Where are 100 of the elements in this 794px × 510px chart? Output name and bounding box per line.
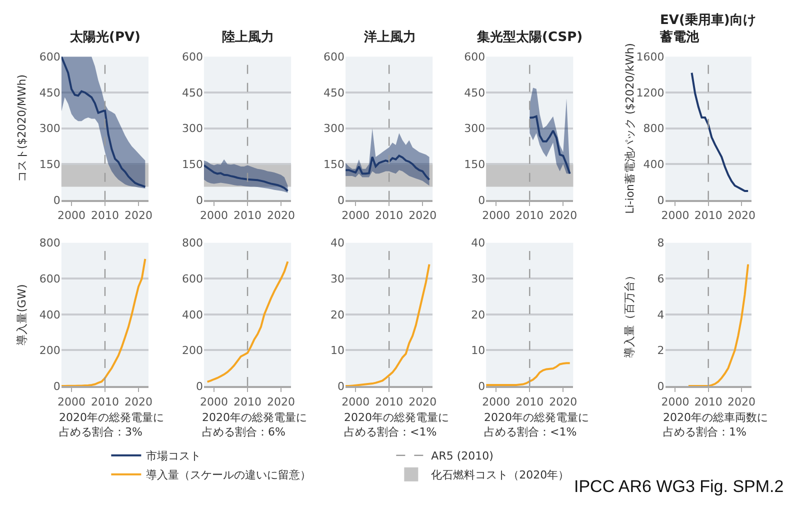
y-tick-label: 200 [182, 344, 203, 358]
x-tick-label: 2020 [267, 209, 296, 222]
x-tick-label: 2000 [57, 209, 86, 222]
y-tick-label: 0 [196, 380, 203, 393]
y-tick-label: 800 [39, 236, 60, 250]
x-tick-label: 2020 [408, 395, 437, 408]
y-tick-label: 20 [330, 308, 345, 322]
y-tick-label: 450 [464, 86, 486, 100]
x-tick-label: 2020 [549, 209, 578, 222]
y-tick-label: 10 [471, 344, 486, 358]
line-series [61, 258, 146, 386]
y-tick-label: 400 [643, 158, 664, 171]
x-tick-label: 2000 [661, 395, 690, 408]
line-series [204, 164, 289, 192]
y-axis-title: 導入量（百万台） [623, 270, 636, 358]
y-tick-label: 30 [471, 272, 486, 286]
line-series [528, 115, 571, 175]
x-tick-label: 2000 [200, 395, 228, 408]
x-tick-label: 2020 [408, 209, 437, 222]
x-tick-label: 2020 [124, 395, 152, 408]
y-tick-label: 600 [39, 272, 60, 286]
y-tick-label: 300 [182, 122, 203, 136]
line-series [486, 362, 571, 386]
y-tick-label: 800 [643, 122, 664, 136]
y-tick-label: 150 [464, 158, 486, 171]
y-tick-label: 400 [39, 308, 60, 322]
y-tick-label: 600 [182, 50, 203, 64]
x-axis-title: 2020年の総発電量に占める割合：<1% [344, 411, 449, 438]
y-tick-label: 300 [324, 122, 345, 136]
x-tick-label: 2000 [482, 209, 510, 222]
chart-title: EV(乗用車)向け蓄電池 [659, 12, 756, 45]
x-tick-label: 2000 [661, 209, 690, 222]
chart-title: 陸上風力 [222, 30, 274, 45]
y-tick-label: 0 [657, 194, 664, 207]
line-series [687, 263, 750, 386]
chart-title: 集光型太陽(CSP) [476, 30, 583, 45]
x-tick-label: 2020 [267, 395, 296, 408]
line-series [346, 154, 430, 181]
y-tick-label: 10 [330, 344, 345, 358]
y-tick-label: 0 [478, 194, 486, 207]
x-tick-label: 2000 [342, 209, 370, 222]
y-tick-label: 450 [39, 86, 60, 100]
line-series [346, 263, 430, 386]
y-tick-label: 0 [338, 380, 345, 393]
x-tick-label: 2020 [727, 209, 756, 222]
y-tick-label: 150 [182, 158, 203, 171]
x-tick-label: 2010 [90, 209, 119, 222]
x-tick-label: 2010 [694, 395, 722, 408]
x-tick-label: 2020 [549, 395, 578, 408]
y-tick-label: 800 [182, 236, 203, 250]
y-tick-label: 600 [464, 50, 486, 64]
x-tick-label: 2010 [234, 209, 262, 222]
y-tick-label: 600 [39, 50, 60, 64]
legend-label: 導入量（スケールの違いに留意） [146, 468, 312, 482]
x-axis-title: 2020年の総発電量に占める割合：3% [59, 411, 164, 438]
x-tick-label: 2000 [200, 209, 228, 222]
x-tick-label: 2010 [516, 395, 544, 408]
y-tick-label: 400 [182, 308, 203, 322]
text: IPCC AR6 WG3 Fig. SPM.2 [574, 477, 784, 496]
x-tick-label: 2010 [375, 395, 404, 408]
y-tick-label: 0 [338, 194, 345, 207]
y-tick-label: 300 [39, 122, 60, 136]
x-tick-label: 2010 [375, 209, 404, 222]
y-tick-label: 6 [657, 272, 664, 286]
y-tick-label: 4 [657, 308, 664, 322]
y-tick-label: 150 [324, 158, 345, 171]
y-axis-title: 導入量(GW) [15, 284, 28, 346]
x-tick-label: 2010 [516, 209, 544, 222]
y-tick-label: 150 [39, 158, 60, 171]
y-tick-label: 1200 [636, 86, 664, 100]
y-tick-label: 0 [657, 380, 664, 393]
y-tick-label: 0 [478, 380, 486, 393]
y-tick-label: 0 [53, 194, 60, 207]
y-tick-label: 30 [330, 272, 345, 286]
legend-label: 化石燃料コスト（2020年） [431, 468, 570, 482]
x-axis-title: 2020年の総発電量に占める割合：<1% [484, 411, 589, 438]
y-tick-label: 2 [657, 344, 664, 358]
y-tick-label: 600 [182, 272, 203, 286]
x-tick-label: 2000 [342, 395, 370, 408]
y-tick-label: 40 [330, 236, 345, 250]
y-tick-label: 0 [196, 194, 203, 207]
legend-label: AR5 (2010) [431, 450, 494, 463]
y-tick-label: 8 [657, 236, 664, 250]
x-axis-title: 2020年の総発電量に占める割合：6% [202, 411, 307, 438]
y-tick-label: 1600 [636, 50, 664, 64]
x-tick-label: 2000 [482, 395, 510, 408]
y-tick-label: 300 [464, 122, 486, 136]
y-tick-label: 200 [39, 344, 60, 358]
y-tick-label: 450 [324, 86, 345, 100]
y-tick-label: 600 [324, 50, 345, 64]
y-axis-title: コスト($2020/MWh) [16, 74, 29, 182]
y-tick-label: 40 [471, 236, 486, 250]
line-series [690, 72, 750, 192]
x-tick-label: 2010 [694, 209, 722, 222]
x-tick-label: 2020 [727, 395, 756, 408]
y-tick-label: 0 [53, 380, 60, 393]
y-tick-label: 450 [182, 86, 203, 100]
chart-title: 洋上風力 [363, 30, 416, 45]
y-axis-title: Li-ion蓄電池パック ($2020/kWh) [623, 43, 636, 214]
x-tick-label: 2020 [124, 209, 152, 222]
